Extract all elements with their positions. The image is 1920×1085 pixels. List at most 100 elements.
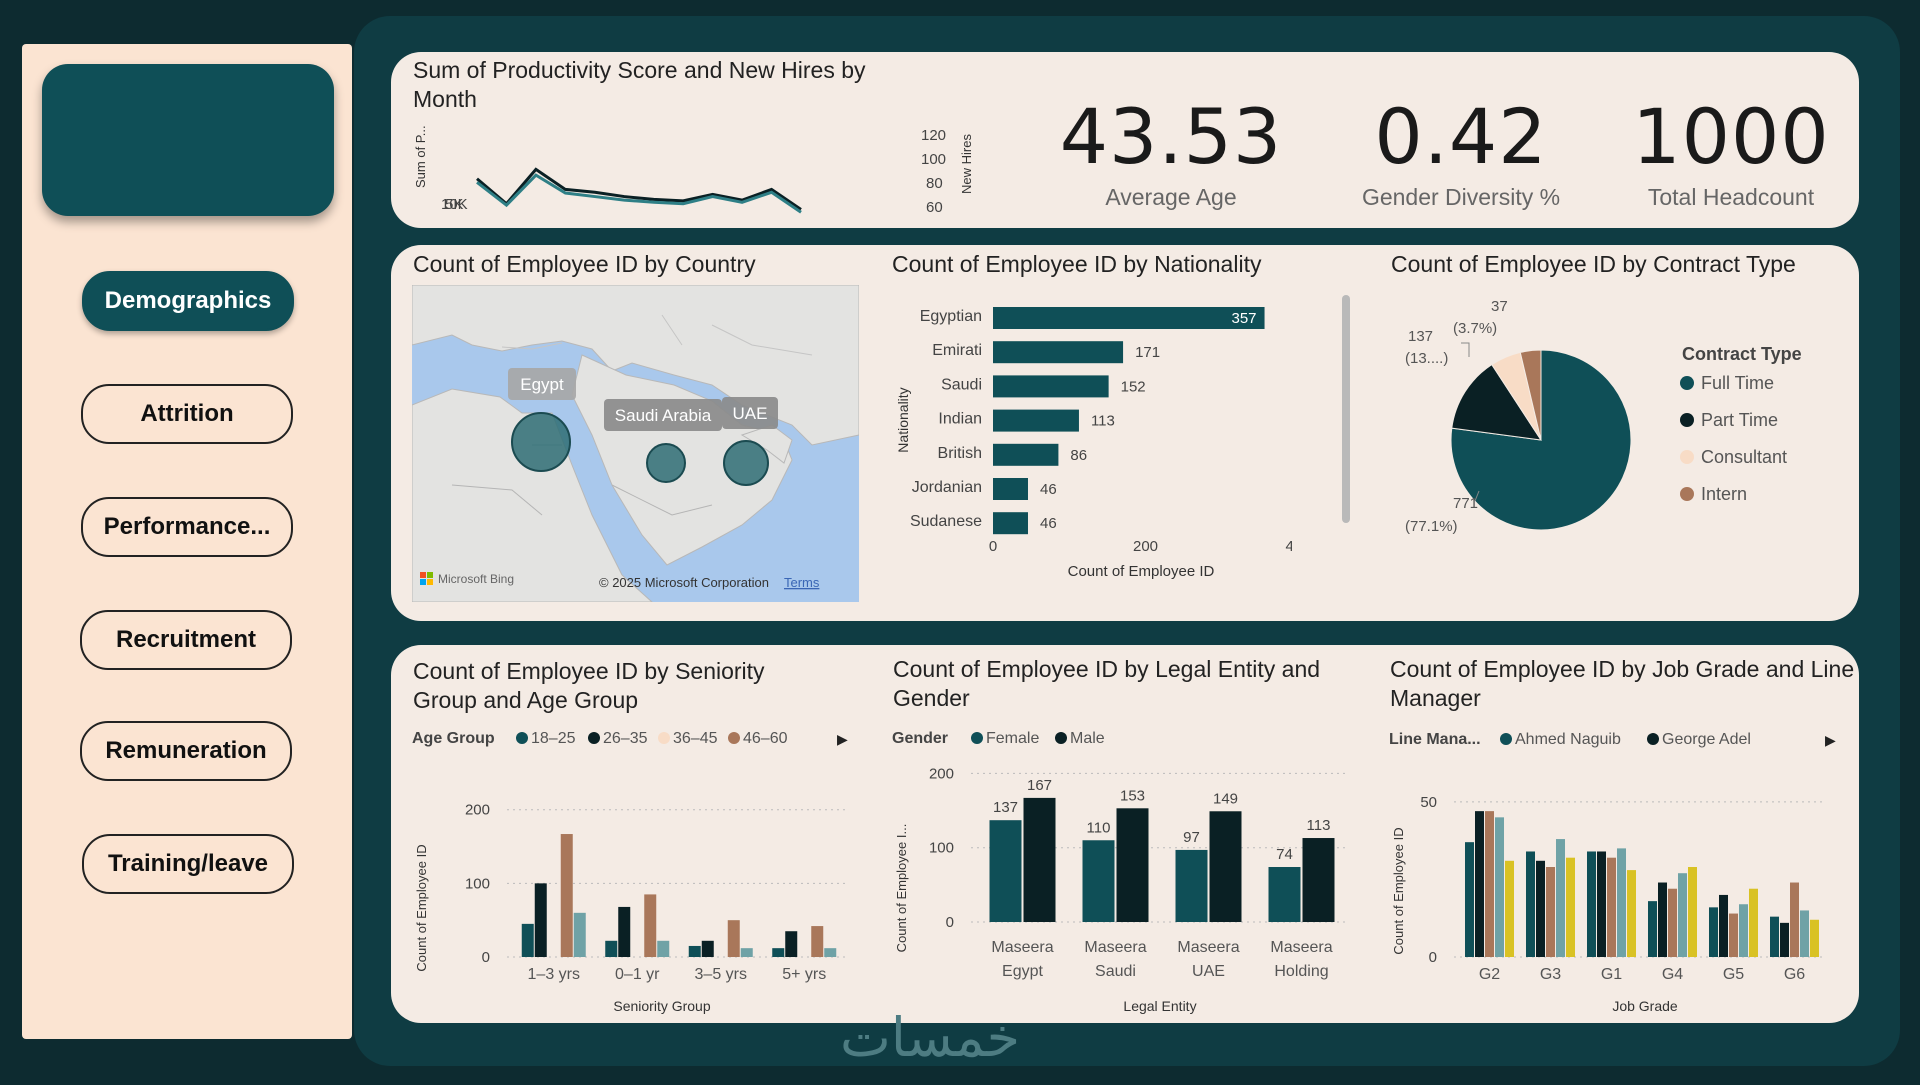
x-category-label: 5+ yrs: [782, 966, 826, 983]
bar-series-5: [1688, 867, 1697, 957]
nav-performance-button[interactable]: Performance...: [81, 497, 293, 557]
contract-legend-marker: [1680, 413, 1694, 427]
bar-46–60: [811, 926, 824, 957]
contract-legend-item: Consultant: [1701, 447, 1787, 467]
nav-remuneration-button[interactable]: Remuneration: [80, 721, 292, 781]
bar-series-5: [1505, 860, 1514, 957]
legend-item: Female: [986, 730, 1039, 747]
nationality-bar: [993, 512, 1028, 535]
kpi-total-headcount-label: Total Headcount: [1647, 184, 1815, 210]
bar-18–25: [688, 945, 701, 957]
bar-series-3: [1485, 811, 1494, 957]
legend-item: 46–60: [743, 730, 788, 747]
x-category-label: Maseera: [1084, 939, 1146, 956]
legend-marker: [588, 732, 600, 744]
map-label-egypt: Egypt: [520, 375, 564, 394]
nationality-bar: [993, 307, 1265, 329]
nationality-bar: [993, 443, 1059, 466]
pie-slice-intern: [1519, 349, 1542, 441]
contract-pie-chart[interactable]: 37 (3.7%) 137 (13....) 771 (77.1%) Contr…: [1391, 285, 1851, 605]
contract-title: Count of Employee ID by Contract Type: [1391, 251, 1796, 277]
pie-label-parttime-value: 137: [1408, 328, 1433, 345]
y-tick-label: 100: [465, 875, 490, 892]
x-category-label: 3–5 yrs: [695, 966, 747, 983]
middle-card: Count of Employee ID by Country Egypt Sa…: [391, 245, 1859, 621]
nav-demographics-button[interactable]: Demographics: [82, 271, 294, 331]
nationality-data-label: 46: [1040, 481, 1057, 498]
bar-Ahmed Naguib: [1770, 916, 1779, 957]
kpi-average-age-value: 43.53: [1059, 92, 1283, 181]
pie-label-intern-value: 37: [1491, 298, 1508, 315]
legend-item: 18–25: [531, 730, 576, 747]
bar-46–60: [560, 834, 573, 957]
nationality-xtick: 200: [1133, 538, 1158, 555]
nav-recruitment-button[interactable]: Recruitment: [80, 610, 292, 670]
bar-data-label: 137: [993, 799, 1018, 816]
bar-18–25: [605, 940, 618, 957]
y-tick-label: 0: [946, 914, 954, 931]
bar-series-5: [1810, 919, 1819, 957]
nationality-bar: [993, 341, 1124, 364]
nationality-xtick: 0: [989, 538, 997, 555]
bar-series-4: [1617, 848, 1626, 957]
legend-marker: [516, 732, 528, 744]
bar-18–25: [772, 948, 785, 957]
bar-series-4: [1678, 873, 1687, 957]
map-bubble-uae[interactable]: [723, 440, 769, 486]
job-grade-bar-chart[interactable]: Line Mana... Ahmed Naguib George Adel ▶ C…: [1389, 725, 1849, 1015]
nav-training-leave-button[interactable]: Training/leave: [82, 834, 294, 894]
bar-series-3: [1668, 888, 1677, 957]
seniority-bar-chart[interactable]: Age Group 18–25 26–35 36–45 46–60 ▶ Count o…: [412, 725, 872, 1015]
legend-item: 36–45: [673, 730, 718, 747]
map-bubble-egypt[interactable]: [511, 412, 571, 472]
line-series-1: [476, 167, 802, 211]
legend-marker: [658, 732, 670, 744]
legal-ylabel: Count of Employee I...: [894, 824, 909, 953]
contract-legend-item: Full Time: [1701, 373, 1774, 393]
bar-George Adel: [1780, 922, 1789, 957]
legend-marker: [1055, 732, 1067, 744]
legend-item: Ahmed Naguib: [1515, 731, 1621, 748]
job-legend-next-icon[interactable]: ▶: [1825, 732, 1836, 748]
x-category-label: G3: [1540, 966, 1561, 983]
bar-series-5: [1749, 888, 1758, 957]
seniority-legend-next-icon[interactable]: ▶: [837, 731, 848, 747]
nav-attrition-button[interactable]: Attrition: [81, 384, 293, 444]
kpi-card: Sum of Productivity Score and New Hires …: [391, 52, 1859, 228]
y-tick-label: 0: [1429, 949, 1437, 966]
bar-Female: [1082, 840, 1115, 922]
bar-data-label: 113: [1307, 817, 1331, 834]
y-tick-label: 100: [929, 840, 954, 857]
nationality-scrollbar[interactable]: [1342, 295, 1350, 523]
legend-item: George Adel: [1662, 731, 1751, 748]
nationality-data-label: 86: [1070, 447, 1087, 464]
nationality-bar-chart[interactable]: Nationality Egyptian 357 Emirati 171 Saudi 15…: [892, 285, 1292, 605]
legal-entity-title: Count of Employee ID by Legal Entity and…: [893, 656, 1321, 711]
nationality-data-label: 46: [1040, 515, 1057, 532]
map-visual[interactable]: Egypt Saudi Arabia UAE Microsoft Bing © …: [412, 285, 859, 602]
kpi-gender-diversity-value: 0.42: [1374, 92, 1548, 181]
map-copyright: © 2025 Microsoft Corporation: [599, 575, 769, 590]
job-ylabel: Count of Employee ID: [1391, 827, 1406, 954]
nationality-xlabel: Count of Employee ID: [1068, 563, 1215, 580]
line-ytick-5k: 5K: [445, 196, 463, 213]
map-label-uae: UAE: [733, 404, 768, 423]
bar-George Adel: [1536, 860, 1545, 957]
line-y2tick-80: 80: [926, 175, 943, 192]
line-y2tick-60: 60: [926, 199, 943, 216]
line-chart-title: Sum of Productivity Score and New Hires …: [413, 57, 866, 112]
map-terms-link[interactable]: Terms: [784, 575, 820, 590]
x-category-label: G4: [1662, 966, 1683, 983]
bar-series-3: [1729, 913, 1738, 957]
bar-26–35: [785, 931, 798, 957]
contract-legend-title: Contract Type: [1682, 344, 1802, 364]
pie-label-intern-pct: (3.7%): [1453, 320, 1497, 337]
bar-Female: [1175, 849, 1208, 922]
legal-legend-title: Gender: [892, 730, 948, 747]
nationality-bar: [993, 478, 1028, 500]
nationality-title: Count of Employee ID by Nationality: [892, 251, 1262, 277]
legal-entity-bar-chart[interactable]: Gender Female Male Count of Employee I...…: [892, 725, 1372, 1015]
map-bubble-saudi[interactable]: [646, 443, 686, 483]
bar-data-label: 153: [1120, 787, 1145, 804]
line-chart[interactable]: Sum of P... 10K 5K 120 100 80 60 New Hir…: [411, 118, 991, 228]
